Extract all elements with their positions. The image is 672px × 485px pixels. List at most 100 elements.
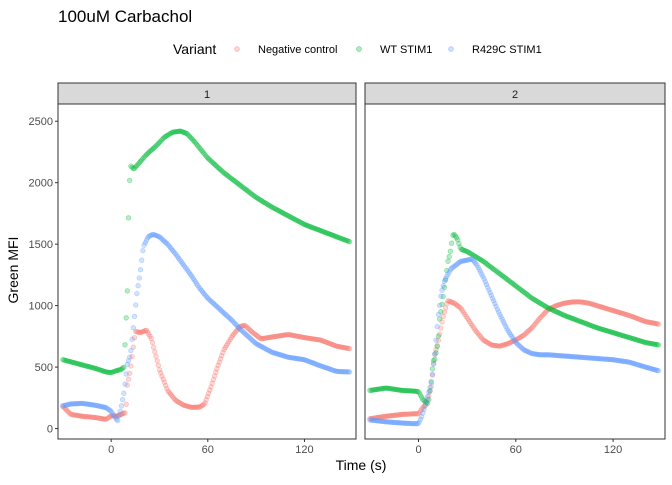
data-point <box>236 325 243 332</box>
data-point <box>129 353 135 360</box>
data-point <box>333 343 340 349</box>
data-point <box>479 257 485 263</box>
data-point <box>518 333 525 340</box>
data-point <box>287 214 293 220</box>
data-point <box>415 388 421 395</box>
plot-area <box>365 104 665 439</box>
data-point <box>622 333 628 339</box>
data-point <box>162 239 169 246</box>
data-point <box>652 341 658 347</box>
data-point <box>498 343 504 349</box>
data-point <box>387 413 393 419</box>
data-point <box>485 262 491 268</box>
data-point <box>518 344 525 351</box>
data-point <box>280 352 286 359</box>
data-point <box>422 403 428 409</box>
data-point <box>624 359 630 365</box>
data-point <box>254 195 261 201</box>
data-point <box>69 401 76 407</box>
data-point <box>577 318 583 325</box>
data-point <box>98 403 104 410</box>
data-point <box>314 226 320 233</box>
data-point <box>326 231 332 237</box>
data-point <box>572 299 579 305</box>
data-point <box>648 320 654 326</box>
data-point <box>394 412 401 418</box>
data-point <box>594 355 600 362</box>
data-point <box>180 129 187 135</box>
data-point <box>626 335 633 341</box>
data-point <box>568 353 574 360</box>
data-point <box>622 311 628 317</box>
data-point <box>569 299 575 305</box>
data-point <box>578 299 585 305</box>
data-point <box>307 223 313 230</box>
data-point <box>422 398 428 405</box>
data-point <box>435 333 442 339</box>
data-point <box>372 387 378 393</box>
data-point <box>510 281 516 287</box>
data-point <box>604 305 610 312</box>
data-point <box>299 220 305 226</box>
data-point <box>488 292 494 299</box>
data-point <box>391 412 397 419</box>
data-point <box>116 412 122 418</box>
data-point <box>276 333 282 339</box>
data-point <box>570 316 576 322</box>
data-point <box>85 414 91 420</box>
data-point <box>332 368 338 374</box>
data-point <box>84 414 90 420</box>
data-point <box>404 388 410 394</box>
data-point <box>320 338 326 344</box>
data-point <box>340 369 347 375</box>
data-point <box>447 267 454 273</box>
data-point <box>278 209 285 215</box>
data-point <box>392 412 398 418</box>
data-point <box>174 253 181 260</box>
data-point <box>150 145 157 151</box>
data-point <box>564 313 570 320</box>
data-point <box>378 418 384 424</box>
data-point <box>282 332 288 338</box>
data-point <box>103 416 109 422</box>
data-point <box>626 359 633 365</box>
data-point <box>499 272 505 279</box>
legend-label: Negative control <box>258 44 338 56</box>
data-point <box>500 319 507 325</box>
data-point <box>165 242 171 248</box>
data-point <box>634 361 640 368</box>
data-point <box>595 303 602 309</box>
data-point <box>488 264 494 271</box>
data-point <box>221 170 227 176</box>
data-point <box>282 353 288 359</box>
data-point <box>504 341 510 347</box>
data-point <box>404 411 410 417</box>
x-tick-label: 120 <box>604 444 622 456</box>
data-point <box>497 311 503 318</box>
data-point <box>143 151 150 158</box>
data-point <box>145 150 151 157</box>
data-point <box>334 234 341 240</box>
data-point <box>512 282 519 289</box>
data-point <box>503 275 509 281</box>
data-point <box>372 417 378 424</box>
data-point <box>651 320 657 326</box>
data-point <box>530 296 537 302</box>
data-point <box>551 352 557 358</box>
series-negative-control <box>367 298 662 422</box>
data-point <box>393 386 399 393</box>
data-point <box>305 335 311 341</box>
data-point <box>630 314 636 320</box>
data-point <box>483 261 490 267</box>
data-point <box>228 334 234 341</box>
series-wt-stim1 <box>60 128 353 376</box>
data-point <box>448 240 455 246</box>
data-point <box>482 279 488 285</box>
data-point <box>210 376 217 383</box>
data-point <box>455 303 461 309</box>
data-point <box>593 355 599 362</box>
data-point <box>302 357 309 363</box>
data-point <box>338 235 344 242</box>
data-point <box>295 218 301 224</box>
data-point <box>259 335 265 342</box>
